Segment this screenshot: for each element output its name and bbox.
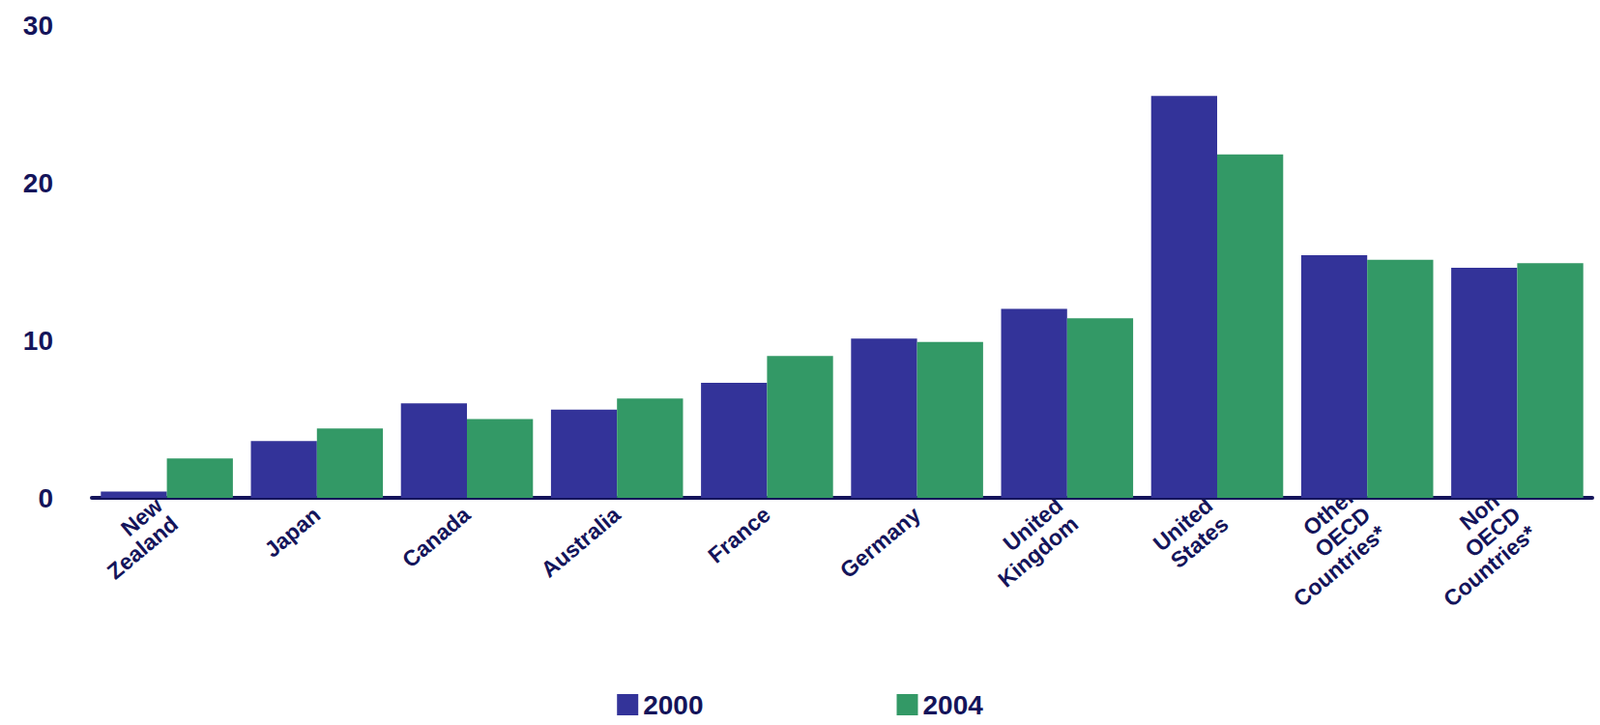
svg-text:2000: 2000 xyxy=(642,690,703,721)
svg-text:Countries*: Countries* xyxy=(1438,520,1542,612)
svg-text:Zealand: Zealand xyxy=(102,511,183,585)
svg-text:20: 20 xyxy=(23,168,54,199)
svg-text:Canada: Canada xyxy=(397,501,476,573)
svg-text:2004: 2004 xyxy=(923,690,985,721)
svg-text:Kingdom: Kingdom xyxy=(992,511,1083,593)
svg-text:Australia: Australia xyxy=(535,501,625,582)
svg-text:OECD: OECD xyxy=(1309,501,1376,563)
svg-text:30: 30 xyxy=(23,10,54,41)
svg-text:Germany: Germany xyxy=(835,501,926,583)
svg-text:France: France xyxy=(702,501,775,568)
svg-text:United: United xyxy=(1148,492,1218,557)
svg-text:United: United xyxy=(998,492,1068,557)
svg-text:OECD: OECD xyxy=(1459,501,1526,563)
svg-text:New: New xyxy=(116,492,168,542)
svg-text:10: 10 xyxy=(23,325,54,356)
svg-text:States: States xyxy=(1165,511,1234,574)
svg-text:0: 0 xyxy=(37,483,54,514)
svg-text:Countries*: Countries* xyxy=(1288,520,1392,612)
svg-text:Japan: Japan xyxy=(260,501,326,563)
